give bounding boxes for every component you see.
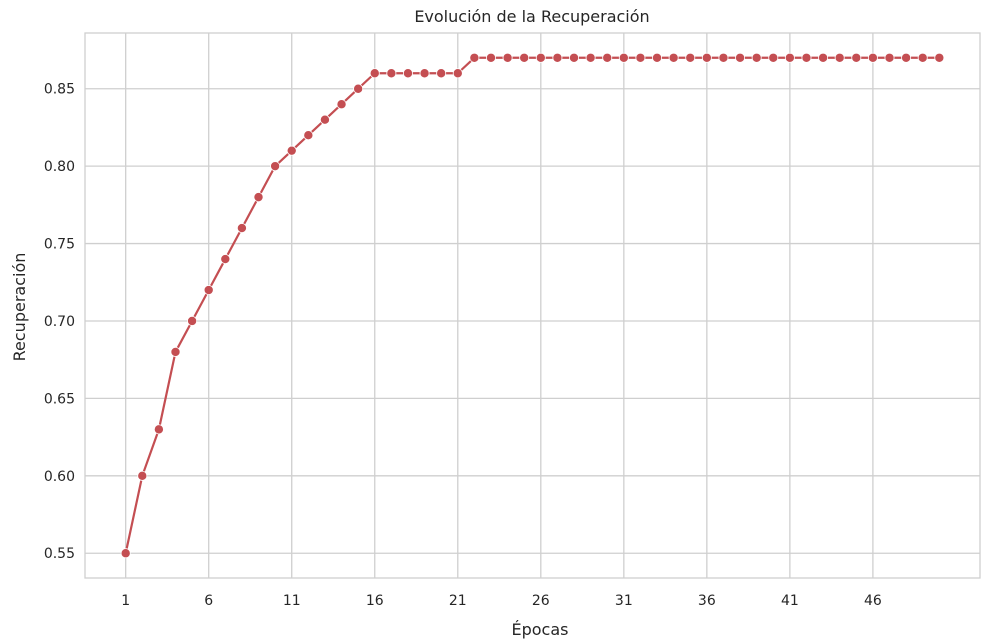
data-point — [585, 52, 596, 63]
data-point — [701, 52, 712, 63]
x-axis-title: Épocas — [512, 620, 569, 639]
data-point — [369, 68, 380, 79]
data-point — [718, 52, 729, 63]
data-point — [685, 52, 696, 63]
plot-frame — [84, 32, 981, 579]
y-tick-label: 0.80 — [44, 159, 75, 175]
data-point — [286, 145, 297, 156]
x-tick-label: 21 — [449, 593, 467, 609]
data-point — [618, 52, 629, 63]
x-tick-label: 46 — [864, 593, 882, 609]
data-point — [602, 52, 613, 63]
data-point — [469, 52, 480, 63]
data-point — [137, 470, 148, 481]
data-point — [386, 68, 397, 79]
data-point — [768, 52, 779, 63]
data-point — [668, 52, 679, 63]
data-point — [402, 68, 413, 79]
x-tick-label: 31 — [615, 593, 633, 609]
data-point — [253, 192, 264, 203]
data-point — [120, 548, 131, 559]
data-point — [353, 83, 364, 94]
data-point — [818, 52, 829, 63]
y-tick-label: 0.60 — [44, 469, 75, 485]
plot-area — [85, 33, 980, 578]
data-point — [519, 52, 530, 63]
data-point — [170, 346, 181, 357]
x-tick-label: 36 — [698, 593, 716, 609]
data-point — [652, 52, 663, 63]
data-point — [236, 223, 247, 234]
data-point — [801, 52, 812, 63]
series-layer — [120, 52, 945, 559]
data-point — [834, 52, 845, 63]
data-point — [319, 114, 330, 125]
chart-title: Evolución de la Recuperación — [414, 7, 649, 26]
x-tick-label: 6 — [204, 593, 213, 609]
data-point — [934, 52, 945, 63]
x-tick-label: 16 — [366, 593, 384, 609]
y-tick-label: 0.70 — [44, 314, 75, 330]
y-axis-title: Recuperación — [10, 253, 29, 362]
data-point — [270, 161, 281, 172]
x-tick-label: 11 — [283, 593, 301, 609]
data-point — [635, 52, 646, 63]
y-tick-labels: 0.55 0.60 0.65 0.70 0.75 0.80 0.85 — [44, 82, 75, 562]
data-point — [419, 68, 430, 79]
data-point — [851, 52, 862, 63]
data-point — [569, 52, 580, 63]
data-point — [901, 52, 912, 63]
data-point — [336, 99, 347, 110]
data-point — [784, 52, 795, 63]
data-point — [552, 52, 563, 63]
data-point — [153, 424, 164, 435]
data-point — [220, 254, 231, 265]
data-point — [867, 52, 878, 63]
x-tick-label: 1 — [121, 593, 130, 609]
data-point — [535, 52, 546, 63]
x-tick-label: 41 — [781, 593, 799, 609]
data-point — [436, 68, 447, 79]
x-tick-labels: 1 6 11 16 21 26 31 36 41 46 — [121, 593, 882, 609]
data-point — [884, 52, 895, 63]
x-tick-label: 26 — [532, 593, 550, 609]
data-point — [735, 52, 746, 63]
data-point — [187, 315, 198, 326]
y-tick-label: 0.55 — [44, 546, 75, 562]
data-point — [485, 52, 496, 63]
data-point — [203, 285, 214, 296]
y-tick-label: 0.85 — [44, 82, 75, 98]
data-point — [502, 52, 513, 63]
data-point — [303, 130, 314, 141]
data-point — [452, 68, 463, 79]
data-point — [917, 52, 928, 63]
grid-lines — [85, 33, 980, 578]
y-tick-label: 0.75 — [44, 237, 75, 253]
y-tick-label: 0.65 — [44, 391, 75, 407]
data-point — [751, 52, 762, 63]
